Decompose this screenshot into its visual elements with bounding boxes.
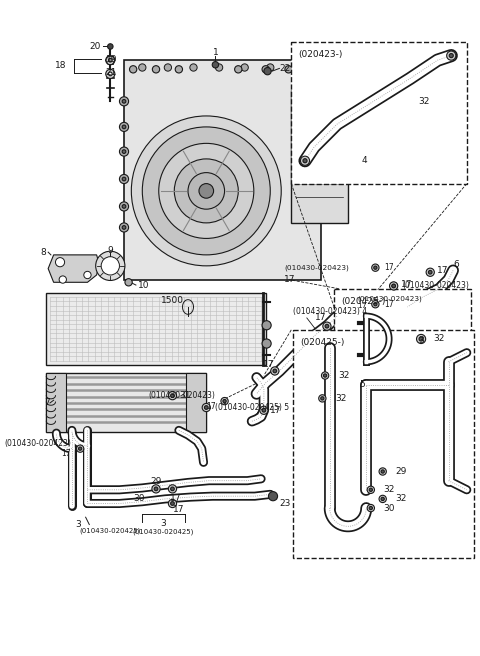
Circle shape	[235, 66, 242, 73]
Text: 32: 32	[384, 485, 395, 494]
Circle shape	[381, 497, 384, 501]
Text: 3: 3	[160, 519, 166, 528]
Circle shape	[122, 150, 126, 154]
Text: 21: 21	[106, 68, 117, 77]
Text: 8: 8	[41, 247, 47, 256]
Circle shape	[188, 173, 225, 209]
Circle shape	[101, 256, 120, 275]
Circle shape	[125, 279, 132, 286]
Circle shape	[139, 64, 146, 71]
Circle shape	[106, 56, 115, 65]
Text: 29: 29	[150, 477, 162, 486]
Text: (020425-): (020425-)	[342, 297, 386, 306]
Circle shape	[325, 324, 329, 328]
Circle shape	[374, 302, 377, 306]
Bar	[293, 330, 474, 558]
Circle shape	[447, 51, 456, 60]
Text: (010430-020423)
17: (010430-020423) 17	[357, 296, 422, 309]
Text: (010430-020425) 5: (010430-020425) 5	[216, 403, 289, 412]
Circle shape	[367, 486, 374, 493]
Circle shape	[59, 276, 66, 283]
Circle shape	[323, 322, 331, 330]
Text: 22: 22	[279, 64, 291, 73]
Circle shape	[120, 202, 129, 211]
Circle shape	[372, 300, 379, 308]
Circle shape	[303, 159, 307, 163]
Circle shape	[262, 339, 271, 348]
Circle shape	[262, 409, 266, 412]
Circle shape	[369, 506, 372, 510]
Circle shape	[170, 502, 174, 505]
Text: (010430-020423): (010430-020423)	[284, 264, 349, 271]
Bar	[124, 60, 321, 279]
Text: 32: 32	[335, 394, 347, 403]
Circle shape	[264, 68, 271, 75]
Circle shape	[122, 226, 126, 230]
Text: (010430-020425): (010430-020425)	[132, 529, 194, 535]
Text: 32: 32	[433, 335, 444, 344]
Circle shape	[152, 485, 160, 493]
Circle shape	[76, 445, 84, 452]
Text: 29: 29	[396, 467, 407, 476]
Text: (020425-): (020425-)	[300, 338, 345, 347]
Bar	[186, 373, 206, 432]
Circle shape	[79, 447, 82, 450]
Circle shape	[449, 54, 453, 58]
Text: (010430-020425): (010430-020425)	[80, 527, 141, 534]
Circle shape	[120, 223, 129, 232]
Circle shape	[268, 491, 277, 501]
Text: 17: 17	[270, 406, 282, 415]
Text: 4: 4	[361, 156, 367, 165]
Text: 17: 17	[170, 493, 182, 502]
Text: 3: 3	[418, 337, 424, 345]
Circle shape	[266, 64, 274, 71]
Text: 17: 17	[437, 266, 448, 275]
Circle shape	[122, 100, 126, 103]
Circle shape	[120, 174, 129, 184]
Circle shape	[390, 282, 397, 289]
Text: 1500: 1500	[161, 296, 184, 305]
Text: (010430-020423)
17: (010430-020423) 17	[4, 439, 71, 459]
Circle shape	[108, 44, 113, 49]
Circle shape	[392, 284, 396, 287]
Circle shape	[170, 487, 174, 491]
Circle shape	[120, 96, 129, 106]
Circle shape	[168, 392, 177, 400]
Text: 19: 19	[106, 54, 117, 64]
Circle shape	[174, 159, 238, 223]
Circle shape	[419, 337, 423, 341]
Circle shape	[319, 395, 326, 402]
Circle shape	[190, 64, 197, 71]
Circle shape	[260, 406, 268, 415]
Circle shape	[372, 264, 379, 272]
Bar	[47, 373, 66, 432]
Text: 17: 17	[284, 275, 296, 284]
Circle shape	[122, 125, 126, 129]
Circle shape	[381, 470, 384, 473]
Circle shape	[199, 184, 214, 198]
Circle shape	[300, 156, 310, 165]
Text: 23: 23	[279, 499, 291, 508]
Circle shape	[216, 64, 223, 71]
Circle shape	[142, 127, 270, 255]
Text: 10: 10	[138, 281, 149, 291]
Circle shape	[390, 282, 398, 290]
Text: 32: 32	[396, 495, 407, 503]
Circle shape	[241, 64, 248, 71]
Circle shape	[392, 284, 396, 288]
Bar	[47, 373, 206, 432]
Text: 17: 17	[315, 312, 326, 321]
Bar	[291, 91, 348, 223]
Text: 7: 7	[45, 398, 50, 407]
Bar	[291, 42, 467, 184]
Circle shape	[223, 400, 226, 403]
Text: 17: 17	[384, 263, 394, 272]
Circle shape	[106, 70, 115, 79]
Text: 17: 17	[263, 360, 274, 369]
Circle shape	[426, 268, 434, 276]
Circle shape	[154, 487, 158, 491]
Circle shape	[122, 177, 126, 181]
Bar	[334, 289, 471, 394]
Text: 32: 32	[338, 371, 349, 380]
Circle shape	[202, 403, 210, 411]
